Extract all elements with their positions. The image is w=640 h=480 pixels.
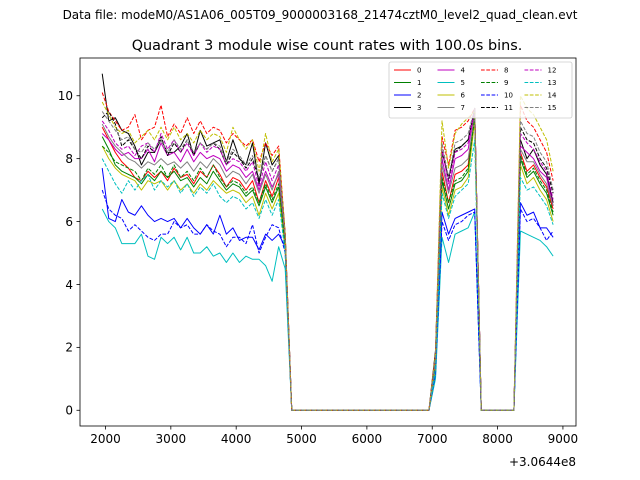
legend-label-11: 11 <box>504 104 513 112</box>
legend-label-0: 0 <box>417 67 421 75</box>
plot-frame <box>79 57 577 427</box>
legend-box <box>388 61 573 119</box>
series-line-13 <box>101 139 554 411</box>
legend-label-2: 2 <box>417 92 421 100</box>
y-tick-label: 8 <box>65 152 73 166</box>
y-tick-label: 2 <box>65 341 73 355</box>
legend-label-4: 4 <box>461 67 466 75</box>
x-tick-label: 7000 <box>417 432 448 446</box>
x-tick-label: 9000 <box>548 432 579 446</box>
series-line-15 <box>101 107 554 411</box>
legend-label-1: 1 <box>417 79 421 87</box>
data-file-label: Data file: modeM0/AS1A06_005T09_90000031… <box>63 8 578 22</box>
chart-title: Quadrant 3 module wise count rates with … <box>132 38 523 54</box>
legend-label-6: 6 <box>461 92 466 100</box>
legend-label-7: 7 <box>461 104 465 112</box>
legend-label-8: 8 <box>504 67 508 75</box>
y-tick-label: 0 <box>65 404 73 418</box>
series-line-14 <box>101 95 554 411</box>
legend-label-3: 3 <box>417 104 421 112</box>
x-tick-label: 5000 <box>286 432 317 446</box>
y-tick-label: 10 <box>58 89 73 103</box>
plot-area <box>80 58 576 426</box>
legend-label-5: 5 <box>461 79 465 87</box>
x-tick-label: 8000 <box>482 432 513 446</box>
legend-label-13: 13 <box>548 79 557 87</box>
y-tick-label: 4 <box>65 278 73 292</box>
legend-label-12: 12 <box>548 67 557 75</box>
x-axis: 2000 3000 4000 5000 6000 7000 8000 9000 <box>90 426 578 446</box>
series-layer <box>101 73 554 411</box>
legend-label-14: 14 <box>548 92 557 100</box>
y-tick-label: 6 <box>65 215 73 229</box>
legend-label-10: 10 <box>504 92 513 100</box>
legend-label-9: 9 <box>504 79 508 87</box>
x-tick-label: 2000 <box>90 432 121 446</box>
x-offset-label: +3.0644e8 <box>509 455 576 469</box>
x-tick-label: 6000 <box>352 432 383 446</box>
x-tick-label: 4000 <box>221 432 252 446</box>
y-axis: 0 2 4 6 8 10 <box>58 89 80 418</box>
x-tick-label: 3000 <box>156 432 187 446</box>
legend-label-15: 15 <box>548 104 557 112</box>
